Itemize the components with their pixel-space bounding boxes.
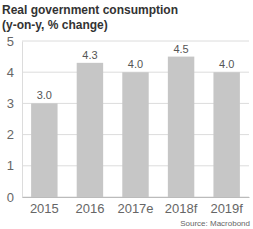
y-tick: 4 bbox=[7, 65, 22, 80]
x-axis-line bbox=[23, 197, 250, 198]
y-tick: 3 bbox=[7, 96, 22, 111]
x-axis: 2015 2016 2017e 2018f 2019f bbox=[23, 197, 250, 216]
grid bbox=[22, 41, 249, 197]
data-label: 4.3 bbox=[82, 49, 97, 61]
y-tick: 0 bbox=[7, 190, 22, 205]
y-tick: 1 bbox=[7, 158, 22, 173]
bar bbox=[31, 103, 57, 197]
y-tick-label: 1 bbox=[7, 158, 14, 173]
y-tick-label: 3 bbox=[7, 96, 14, 111]
subtitle: (y-on-y, % change) bbox=[2, 18, 108, 32]
bar bbox=[77, 63, 103, 197]
chart: Real government consumption(y-on-y, % ch… bbox=[0, 0, 253, 229]
y-tick: 5 bbox=[7, 34, 22, 49]
bars bbox=[31, 57, 240, 197]
x-tick-label: 2015 bbox=[30, 201, 59, 216]
title: Real government consumption bbox=[2, 3, 178, 17]
plot: 0123453.04.34.04.54.0201520162017e2018f2… bbox=[7, 34, 250, 217]
source: Source: Macrobond bbox=[180, 219, 250, 228]
x-tick-label: 2016 bbox=[75, 201, 104, 216]
y-tick: 2 bbox=[7, 127, 22, 142]
data-label: 4.0 bbox=[128, 58, 143, 70]
y-axis: 0 1 2 3 4 5 bbox=[7, 34, 23, 205]
x-tick: 2018f bbox=[165, 197, 198, 216]
x-tick: 2019f bbox=[210, 197, 243, 216]
grid-line bbox=[22, 41, 249, 42]
bar bbox=[213, 72, 239, 197]
y-axis-line bbox=[22, 42, 23, 198]
x-tick-label: 2018f bbox=[165, 201, 198, 216]
y-tick-label: 0 bbox=[7, 190, 14, 205]
y-tick-label: 2 bbox=[7, 127, 14, 142]
data-label: 4.5 bbox=[173, 43, 188, 55]
y-tick-label: 5 bbox=[7, 34, 14, 49]
x-tick: 2016 bbox=[75, 197, 104, 216]
x-tick: 2017e bbox=[117, 197, 153, 216]
bar bbox=[122, 72, 148, 197]
data-labels: 3.0 4.3 4.0 4.5 4.0 bbox=[37, 43, 235, 102]
x-tick: 2015 bbox=[30, 197, 59, 216]
bar bbox=[168, 57, 194, 197]
x-tick-label: 2017e bbox=[117, 201, 153, 216]
data-label: 4.0 bbox=[219, 58, 234, 70]
data-label: 3.0 bbox=[37, 89, 52, 101]
x-tick-label: 2019f bbox=[210, 201, 243, 216]
y-tick-label: 4 bbox=[7, 65, 14, 80]
